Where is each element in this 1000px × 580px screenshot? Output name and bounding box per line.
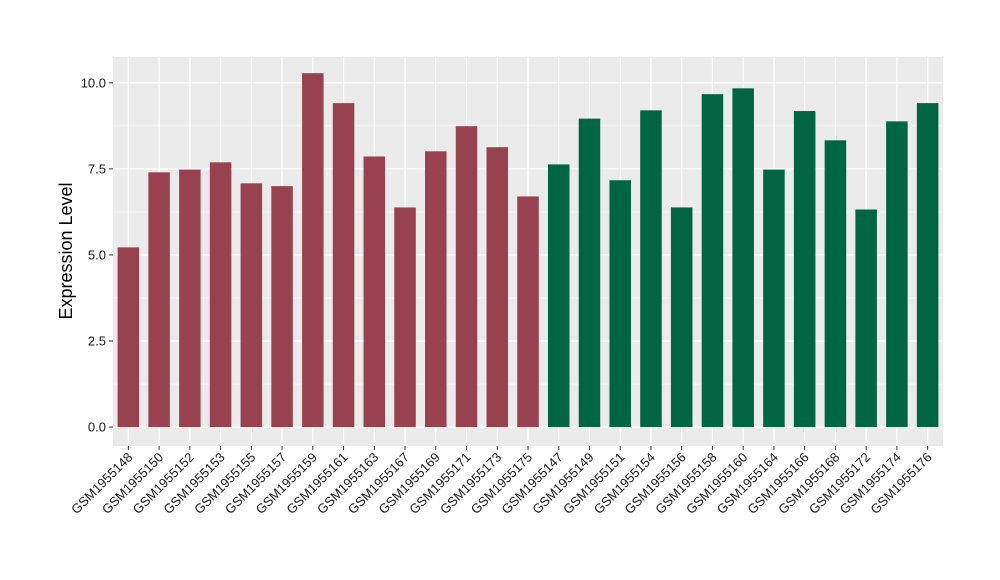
- bar-GSM1955169: [425, 151, 447, 428]
- y-tick-label: 2.5: [88, 334, 106, 349]
- y-axis: 0.0 2.5 5.0 7.5 10.0: [81, 75, 113, 435]
- bar-GSM1955168: [824, 140, 847, 428]
- bar-GSM1955153: [209, 162, 232, 428]
- bar-GSM1955173: [486, 147, 509, 428]
- bar-GSM1955171: [455, 126, 478, 428]
- bar-GSM1955176: [916, 103, 939, 428]
- bar-GSM1955152: [179, 169, 201, 428]
- bar-GSM1955166: [793, 111, 816, 428]
- y-tick-label: 0.0: [88, 420, 106, 435]
- bar-GSM1955164: [763, 169, 785, 428]
- y-tick-label: 10.0: [81, 75, 106, 90]
- y-tick-label: 5.0: [88, 247, 106, 262]
- bar-GSM1955149: [578, 118, 601, 428]
- bar-GSM1955172: [855, 209, 877, 428]
- bar-GSM1955158: [701, 94, 724, 428]
- bar-GSM1955151: [609, 180, 631, 428]
- y-axis-title: Expression Level: [56, 182, 76, 319]
- bar-GSM1955160: [732, 88, 754, 428]
- bar-GSM1955156: [670, 207, 693, 428]
- bar-GSM1955174: [886, 121, 908, 428]
- bar-GSM1955161: [332, 103, 355, 428]
- bar-GSM1955155: [240, 183, 263, 428]
- bar-GSM1955148: [117, 247, 140, 428]
- bar-GSM1955163: [363, 156, 386, 428]
- bar-GSM1955175: [517, 196, 539, 428]
- bars: [117, 73, 939, 428]
- bar-GSM1955147: [547, 164, 570, 428]
- bar-GSM1955159: [302, 73, 324, 428]
- bar-GSM1955154: [640, 110, 662, 428]
- bar-GSM1955150: [148, 172, 170, 428]
- y-tick-label: 7.5: [88, 161, 106, 176]
- bar-GSM1955157: [271, 186, 293, 428]
- bar-GSM1955167: [394, 207, 416, 428]
